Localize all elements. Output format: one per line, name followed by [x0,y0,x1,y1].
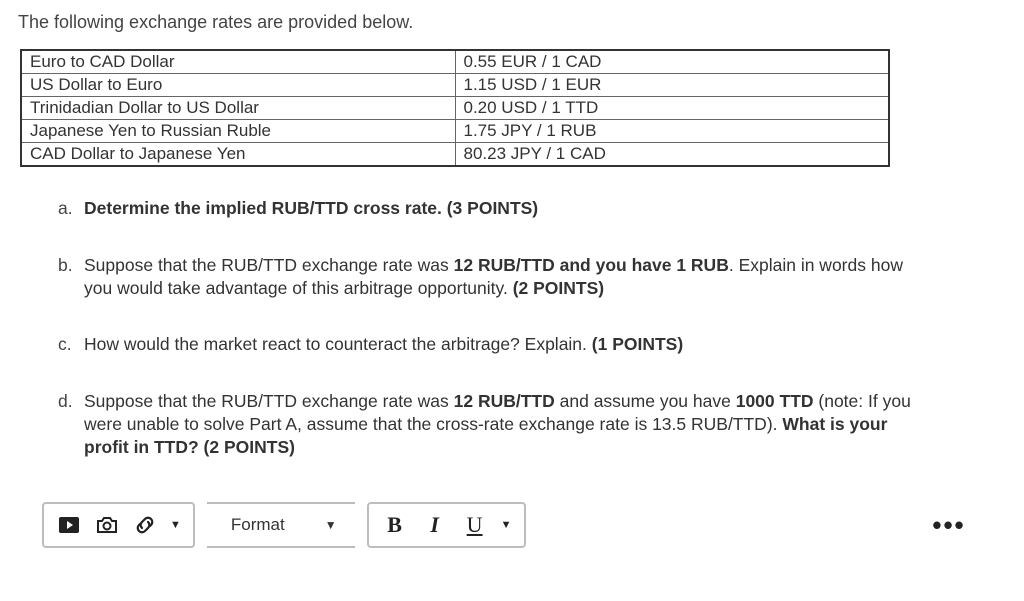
rate-label: Japanese Yen to Russian Ruble [21,120,455,143]
question-c: c. How would the market react to counter… [58,333,928,390]
style-dropdown[interactable]: ▼ [495,519,518,531]
underline-button[interactable]: U [455,505,495,545]
format-label: Format [231,515,285,535]
emphasis: 1000 TTD [736,391,814,411]
play-button[interactable] [50,506,88,544]
question-text: Determine the implied RUB/TTD cross rate… [84,198,447,218]
rate-value: 1.75 JPY / 1 RUB [455,120,889,143]
editor-toolbar: ▼ Format ▼ B I U ▼ ••• [38,496,978,554]
camera-icon [95,515,119,535]
intro-text: The following exchange rates are provide… [18,12,1006,33]
play-icon [58,516,80,534]
text-style-group: B I U ▼ [367,502,526,548]
rate-label: US Dollar to Euro [21,74,455,97]
question-b: b. Suppose that the RUB/TTD exchange rat… [58,254,928,334]
rate-value: 1.15 USD / 1 EUR [455,74,889,97]
list-marker: c. [58,333,72,356]
question-text: Suppose that the RUB/TTD exchange rate w… [84,255,454,275]
emphasis: 12 RUB/TTD and you have 1 RUB [454,255,729,275]
question-text: How would the market react to counteract… [84,334,592,354]
question-text: and assume you have [555,391,736,411]
points: (3 POINTS) [447,198,538,218]
rate-value: 0.55 EUR / 1 CAD [455,50,889,74]
italic-button[interactable]: I [415,505,455,545]
table-row: US Dollar to Euro 1.15 USD / 1 EUR [21,74,889,97]
camera-button[interactable] [88,506,126,544]
table-row: CAD Dollar to Japanese Yen 80.23 JPY / 1… [21,143,889,167]
points: (2 POINTS) [513,278,604,298]
question-a: a. Determine the implied RUB/TTD cross r… [58,197,928,254]
emphasis: 12 RUB/TTD [454,391,555,411]
table-row: Japanese Yen to Russian Ruble 1.75 JPY /… [21,120,889,143]
link-icon [134,514,156,536]
rate-label: Euro to CAD Dollar [21,50,455,74]
media-group: ▼ [42,502,195,548]
chevron-down-icon: ▼ [325,518,337,532]
more-options-button[interactable]: ••• [924,506,974,544]
points: (1 POINTS) [592,334,683,354]
format-dropdown[interactable]: Format ▼ [207,502,355,548]
bold-button[interactable]: B [375,505,415,545]
list-marker: d. [58,390,73,413]
rate-value: 80.23 JPY / 1 CAD [455,143,889,167]
exchange-rates-table: Euro to CAD Dollar 0.55 EUR / 1 CAD US D… [20,49,890,167]
more-icon: ••• [932,510,965,541]
list-marker: b. [58,254,73,277]
table-row: Euro to CAD Dollar 0.55 EUR / 1 CAD [21,50,889,74]
list-marker: a. [58,197,73,220]
rate-label: Trinidadian Dollar to US Dollar [21,97,455,120]
question-list: a. Determine the implied RUB/TTD cross r… [58,197,928,492]
question-d: d. Suppose that the RUB/TTD exchange rat… [58,390,928,492]
media-dropdown[interactable]: ▼ [164,519,187,531]
question-text: Suppose that the RUB/TTD exchange rate w… [84,391,454,411]
rate-label: CAD Dollar to Japanese Yen [21,143,455,167]
link-button[interactable] [126,506,164,544]
rate-value: 0.20 USD / 1 TTD [455,97,889,120]
table-row: Trinidadian Dollar to US Dollar 0.20 USD… [21,97,889,120]
